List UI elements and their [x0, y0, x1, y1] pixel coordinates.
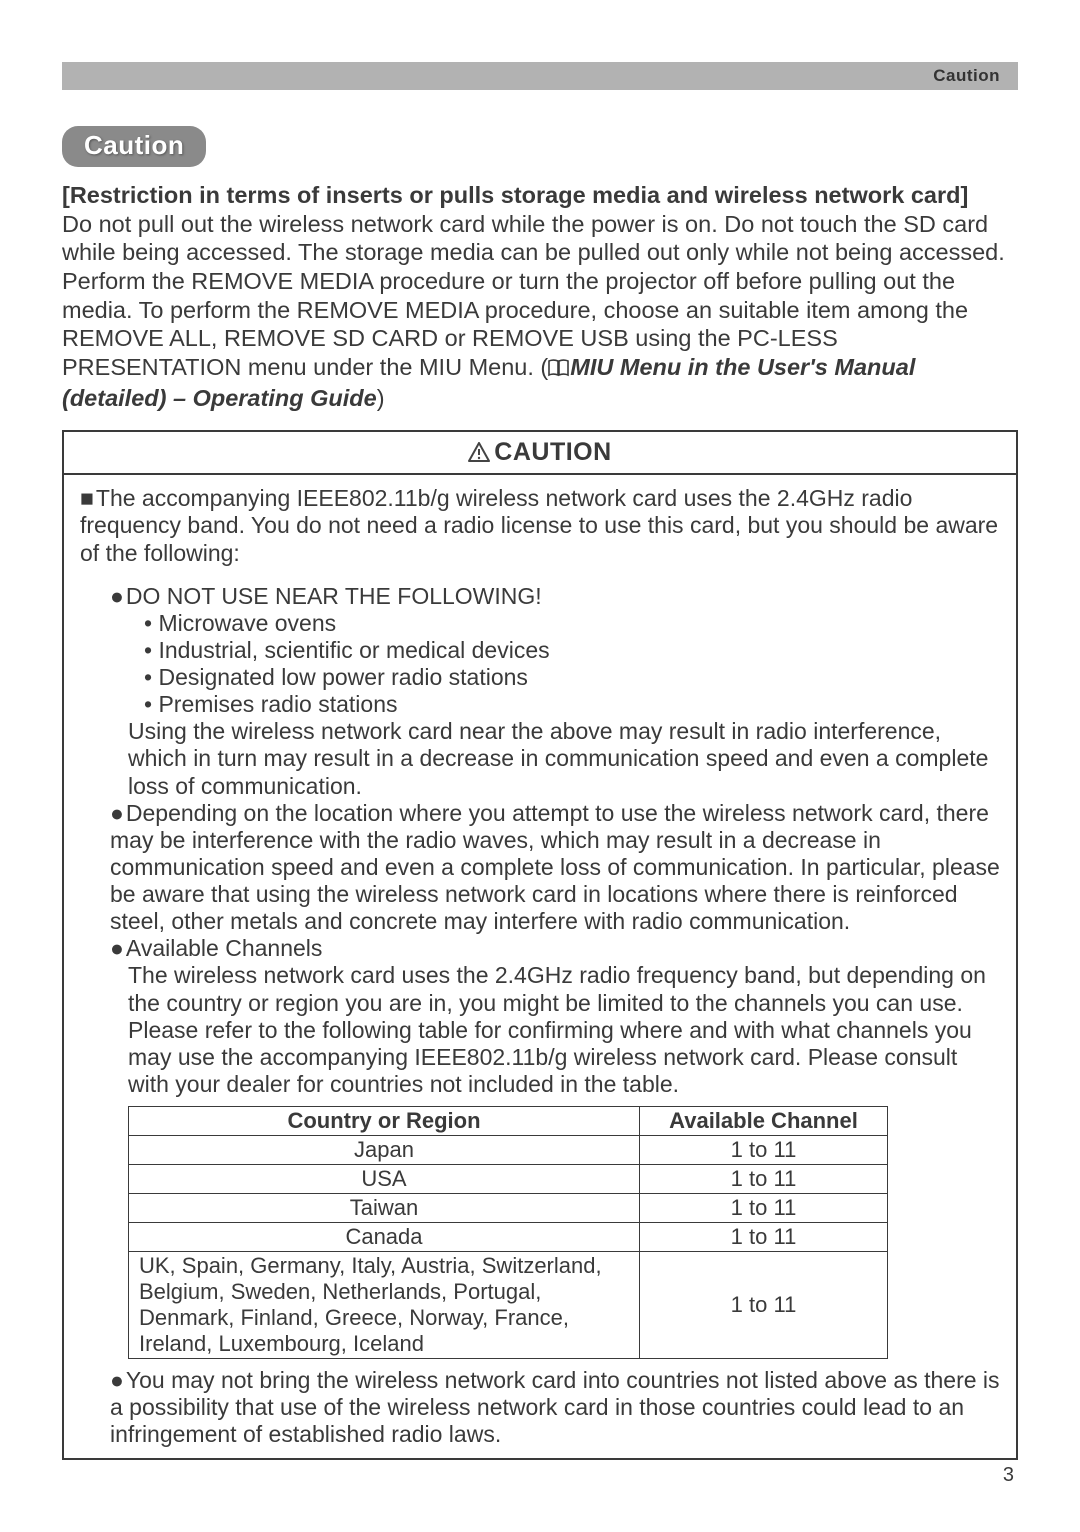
list-item: Microwave ovens — [158, 610, 336, 636]
page-number: 3 — [62, 1464, 1018, 1487]
caution-box-title: CAUTION — [64, 432, 1016, 475]
footer-note-block: You may not bring the wireless network c… — [110, 1367, 1000, 1448]
page-container: Caution Caution [Restriction in terms of… — [0, 0, 1080, 1507]
list-item: Industrial, scientific or medical device… — [158, 637, 549, 663]
table-row: Canada1 to 11 — [129, 1222, 888, 1251]
cell-region: UK, Spain, Germany, Italy, Austria, Swit… — [129, 1251, 640, 1358]
caution-box-title-text: CAUTION — [494, 438, 611, 466]
caution-pill-label: Caution — [84, 130, 184, 160]
channels-table: Country or Region Available Channel Japa… — [128, 1106, 888, 1359]
channels-heading: Available Channels — [126, 935, 323, 961]
location-block: Depending on the location where you atte… — [110, 800, 1000, 936]
table-header-row: Country or Region Available Channel — [129, 1107, 888, 1136]
caution-box: CAUTION The accompanying IEEE802.11b/g w… — [62, 430, 1018, 1460]
channels-block: Available Channels — [110, 935, 1000, 962]
footer-note: You may not bring the wireless network c… — [110, 1367, 1000, 1447]
do-not-use-after: Using the wireless network card near the… — [128, 718, 1000, 799]
do-not-use-heading: DO NOT USE NEAR THE FOLLOWING! — [126, 583, 542, 609]
dot-bullet-icon — [110, 935, 126, 961]
cell-channel: 1 to 11 — [640, 1164, 888, 1193]
warning-triangle-icon — [468, 440, 490, 469]
table-row: USA1 to 11 — [129, 1164, 888, 1193]
caution-pill: Caution — [62, 126, 206, 167]
list-item: Designated low power radio stations — [158, 664, 527, 690]
cell-channel: 1 to 11 — [640, 1193, 888, 1222]
channels-body: The wireless network card uses the 2.4GH… — [128, 962, 1000, 1098]
table-row: Taiwan1 to 11 — [129, 1193, 888, 1222]
header-band: Caution — [62, 62, 1018, 90]
table-row: Japan1 to 11 — [129, 1135, 888, 1164]
dot-bullet-icon — [110, 1367, 126, 1393]
spacer — [80, 567, 1000, 583]
do-not-use-item: • Premises radio stations — [144, 691, 1000, 718]
col-header-channel: Available Channel — [640, 1107, 888, 1136]
location-note: Depending on the location where you atte… — [110, 800, 1000, 935]
restriction-para1: Do not pull out the wireless network car… — [62, 211, 1005, 266]
dot-bullet-icon — [110, 583, 126, 609]
col-header-region: Country or Region — [129, 1107, 640, 1136]
cell-region: Taiwan — [129, 1193, 640, 1222]
do-not-use-block: DO NOT USE NEAR THE FOLLOWING! — [110, 583, 1000, 610]
list-item: Premises radio stations — [158, 691, 397, 717]
do-not-use-item: • Designated low power radio stations — [144, 664, 1000, 691]
book-icon — [548, 355, 570, 384]
table-row: UK, Spain, Germany, Italy, Austria, Swit… — [129, 1251, 888, 1358]
restriction-para2-suffix: ) — [377, 385, 385, 411]
header-label: Caution — [933, 66, 1000, 86]
cell-channel: 1 to 11 — [640, 1135, 888, 1164]
intro-block: The accompanying IEEE802.11b/g wireless … — [80, 485, 1000, 566]
restriction-block: [Restriction in terms of inserts or pull… — [62, 181, 1018, 412]
cell-region: Canada — [129, 1222, 640, 1251]
intro-text: The accompanying IEEE802.11b/g wireless … — [80, 485, 998, 565]
restriction-heading: [Restriction in terms of inserts or pull… — [62, 182, 968, 208]
cell-channel: 1 to 11 — [640, 1251, 888, 1358]
caution-content: The accompanying IEEE802.11b/g wireless … — [64, 475, 1016, 1458]
cell-region: Japan — [129, 1135, 640, 1164]
do-not-use-item: • Industrial, scientific or medical devi… — [144, 637, 1000, 664]
cell-channel: 1 to 11 — [640, 1222, 888, 1251]
do-not-use-item: • Microwave ovens — [144, 610, 1000, 637]
cell-region: USA — [129, 1164, 640, 1193]
square-bullet-icon — [80, 485, 96, 511]
dot-bullet-icon — [110, 800, 126, 826]
